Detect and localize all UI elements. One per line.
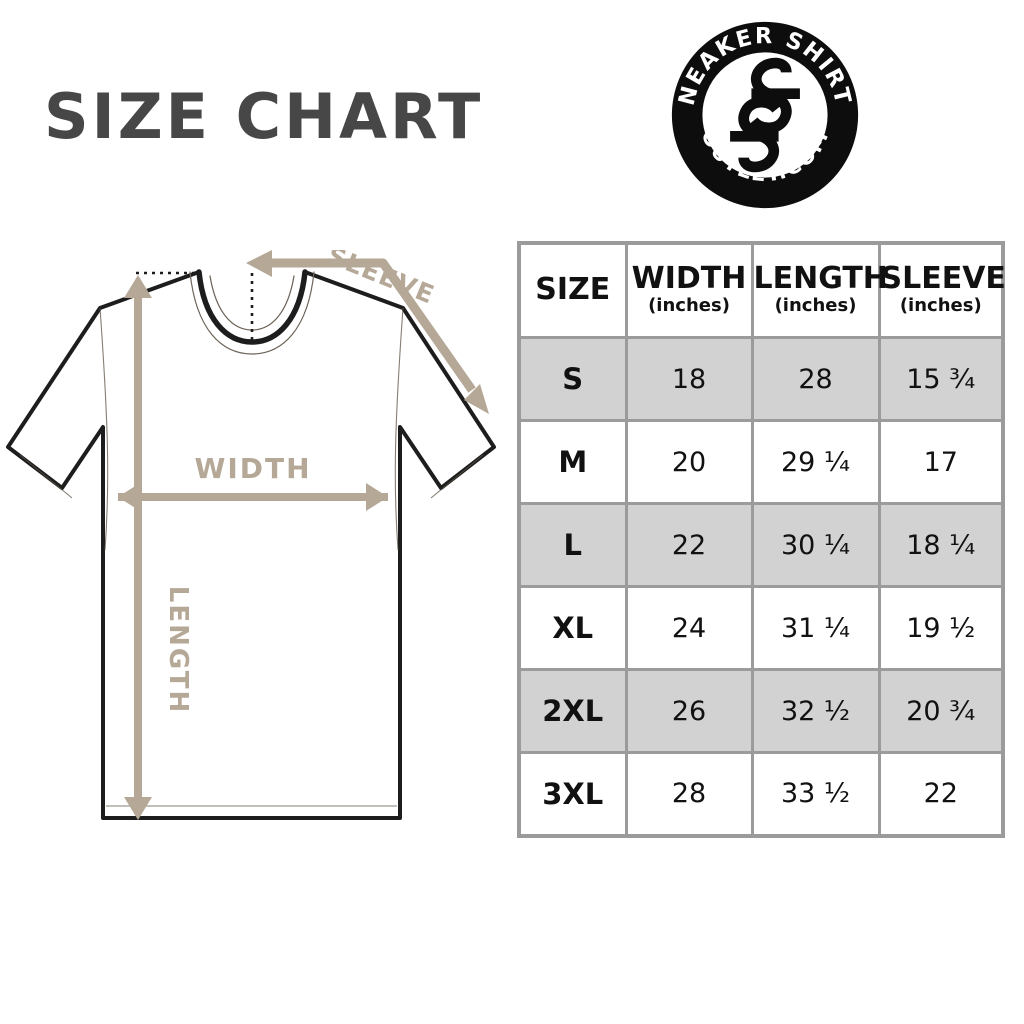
column-header-sleeve-main: SLEEVE bbox=[880, 260, 1006, 296]
size-table: SIZE WIDTH (inches) LENGTH (inches) SLEE… bbox=[517, 241, 1006, 838]
cell-width: 26 bbox=[624, 668, 754, 754]
cell-size: M bbox=[517, 419, 628, 505]
width-label: WIDTH bbox=[194, 452, 311, 485]
table-header-row: SIZE WIDTH (inches) LENGTH (inches) SLEE… bbox=[517, 241, 1006, 339]
tshirt-seam-lines bbox=[19, 307, 484, 807]
tshirt-measurement-diagram: WIDTH LENGTH SLEEVE bbox=[0, 240, 512, 850]
cell-length: 31 ¼ bbox=[750, 585, 881, 671]
cell-sleeve: 18 ¼ bbox=[877, 502, 1005, 588]
size-table-header: SIZE WIDTH (inches) LENGTH (inches) SLEE… bbox=[517, 241, 1006, 339]
cell-sleeve: 15 ¾ bbox=[877, 336, 1005, 422]
table-row: XL 24 31 ¼ 19 ½ bbox=[517, 585, 1005, 671]
cell-width: 18 bbox=[624, 336, 754, 422]
cell-width: 28 bbox=[624, 751, 754, 837]
cell-width: 24 bbox=[624, 585, 754, 671]
cell-length: 29 ¼ bbox=[750, 419, 881, 505]
cell-width: 20 bbox=[624, 419, 754, 505]
column-header-sleeve-sub: (inches) bbox=[899, 294, 982, 316]
cell-length: 30 ¼ bbox=[750, 502, 881, 588]
cell-width: 22 bbox=[624, 502, 754, 588]
cell-sleeve: 17 bbox=[877, 419, 1005, 505]
column-header-width: WIDTH (inches) bbox=[624, 241, 754, 339]
cell-sleeve: 20 ¾ bbox=[877, 668, 1005, 754]
cell-size: XL bbox=[517, 585, 628, 671]
cell-size: 3XL bbox=[517, 751, 628, 837]
column-header-sleeve: SLEEVE (inches) bbox=[877, 241, 1006, 339]
cell-sleeve: 19 ½ bbox=[877, 585, 1005, 671]
column-header-width-sub: (inches) bbox=[648, 294, 730, 316]
cell-size: L bbox=[517, 502, 628, 588]
cell-length: 32 ½ bbox=[750, 668, 881, 754]
sleeve-arrow bbox=[262, 258, 476, 393]
length-label: LENGTH bbox=[163, 586, 193, 714]
table-row: 3XL 28 33 ½ 22 bbox=[517, 751, 1005, 837]
cell-sleeve: 22 bbox=[877, 751, 1005, 837]
cell-size: S bbox=[517, 336, 628, 422]
table-row: 2XL 26 32 ½ 20 ¾ bbox=[517, 668, 1005, 754]
column-header-length: LENGTH (inches) bbox=[750, 241, 888, 339]
column-header-length-main: LENGTH bbox=[753, 260, 888, 296]
page-title: SIZE CHART bbox=[44, 80, 484, 153]
cell-length: 33 ½ bbox=[750, 751, 881, 837]
size-table-body: S 18 28 15 ¾ M 20 29 ¼ 17 L 22 30 ¼ 18 ¼ bbox=[517, 336, 1005, 837]
cell-length: 28 bbox=[750, 336, 881, 422]
column-header-size-main: SIZE bbox=[535, 272, 611, 308]
sleeve-arrow-heads bbox=[246, 250, 489, 414]
logo-monogram bbox=[730, 57, 800, 173]
column-header-length-sub: (inches) bbox=[774, 294, 857, 316]
length-arrow bbox=[124, 275, 152, 820]
size-table-container: SIZE WIDTH (inches) LENGTH (inches) SLEE… bbox=[517, 241, 1006, 841]
table-row: L 22 30 ¼ 18 ¼ bbox=[517, 502, 1005, 588]
sneaker-shirts-outlet-logo: SNEAKER SHIRTS OUTLET.COM bbox=[659, 0, 862, 212]
cell-size: 2XL bbox=[517, 668, 628, 754]
column-header-width-main: WIDTH bbox=[631, 260, 747, 296]
table-row: M 20 29 ¼ 17 bbox=[517, 419, 1005, 505]
measurement-guide-dots bbox=[136, 271, 254, 342]
table-row: S 18 28 15 ¾ bbox=[517, 336, 1005, 422]
column-header-size: SIZE bbox=[517, 241, 628, 339]
